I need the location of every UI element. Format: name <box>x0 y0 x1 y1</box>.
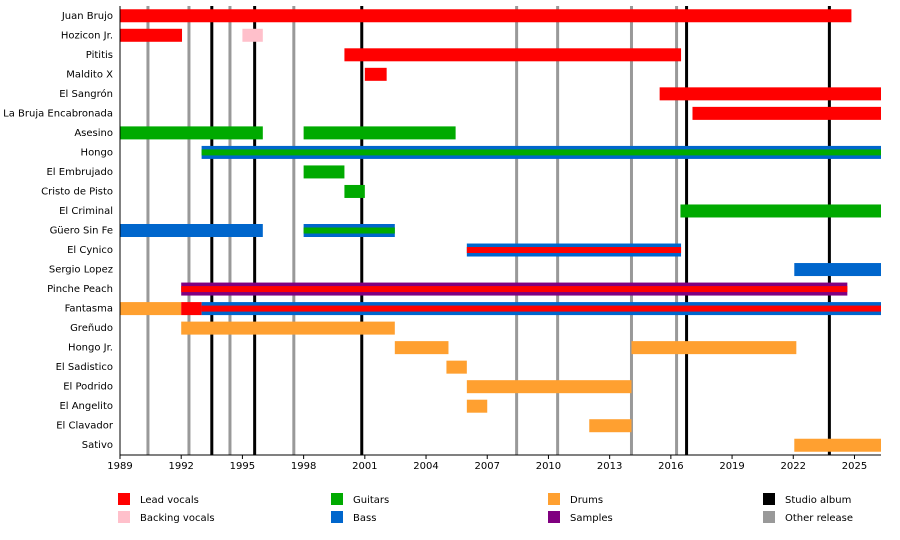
member-bar-stripe <box>303 227 395 234</box>
member-label: El Sadistico <box>56 362 113 373</box>
member-bar <box>364 67 387 81</box>
member-bar <box>680 204 881 218</box>
legend-swatch <box>548 511 560 523</box>
x-tick-label: 2010 <box>536 461 561 472</box>
legend-label: Lead vocals <box>140 495 199 506</box>
member-label: Pititis <box>86 50 113 61</box>
legend-swatch <box>763 493 775 505</box>
member-bar <box>344 48 682 62</box>
x-tick-label: 2007 <box>475 461 500 472</box>
x-tick-label: 2022 <box>781 461 806 472</box>
member-bar-stripe <box>201 305 881 312</box>
member-label: Fantasma <box>65 304 113 315</box>
member-bar <box>446 360 467 374</box>
legend-label: Guitars <box>353 495 389 506</box>
x-tick-label: 2013 <box>597 461 622 472</box>
member-label: Maldito X <box>66 69 113 80</box>
legend-swatch <box>331 493 343 505</box>
member-label: Sergio Lopez <box>49 265 113 276</box>
x-tick-label: 1995 <box>230 461 255 472</box>
member-bar <box>242 28 263 42</box>
legend-label: Bass <box>353 513 376 524</box>
legend-swatch <box>763 511 775 523</box>
member-label: El Angelito <box>59 401 113 412</box>
member-bar <box>120 126 263 140</box>
member-bar <box>589 419 632 433</box>
legend-swatch <box>331 511 343 523</box>
member-bar-stripe <box>201 149 881 156</box>
legend-swatch <box>118 511 130 523</box>
member-bar <box>692 106 881 120</box>
x-tick-label: 2004 <box>413 461 438 472</box>
member-label: Pinche Peach <box>47 284 113 295</box>
member-bar-stripe <box>466 247 682 254</box>
member-bar <box>181 321 395 335</box>
x-tick-label: 2016 <box>658 461 683 472</box>
x-tick-label: 2001 <box>352 461 377 472</box>
member-bar <box>794 263 881 277</box>
member-bar <box>120 302 182 316</box>
member-bar <box>344 184 365 198</box>
member-label: Güero Sin Fe <box>50 226 113 237</box>
member-label: Asesino <box>74 128 113 139</box>
member-label: El Embrujado <box>46 167 113 178</box>
x-tick-label: 1998 <box>291 461 316 472</box>
member-bar <box>466 399 488 413</box>
member-bar <box>394 341 449 355</box>
legend-label: Other release <box>785 513 853 524</box>
member-label: Sativo <box>82 440 113 451</box>
member-bar-stripe <box>181 286 848 293</box>
member-bar <box>794 438 881 452</box>
member-label: Hozicon Jr. <box>61 30 113 41</box>
member-label: El Podrido <box>63 382 113 393</box>
member-bar <box>181 302 202 316</box>
member-label: La Bruja Encabronada <box>3 108 113 119</box>
member-bar <box>303 126 456 140</box>
member-label: Juan Brujo <box>61 11 113 22</box>
member-label: El Clavador <box>56 421 114 432</box>
legend-label: Drums <box>570 495 603 506</box>
member-label: Greñudo <box>70 323 113 334</box>
member-label: El Sangrón <box>59 88 113 100</box>
member-bar <box>303 165 345 179</box>
legend-swatch <box>548 493 560 505</box>
member-label: Hongo <box>81 147 113 158</box>
x-tick-label: 1992 <box>168 461 193 472</box>
member-label: El Cynico <box>67 245 113 256</box>
legend-label: Samples <box>570 513 613 524</box>
member-label: Hongo Jr. <box>68 343 113 354</box>
x-tick-label: 2019 <box>719 461 744 472</box>
member-bar <box>466 380 632 394</box>
member-label: Cristo de Pisto <box>41 186 113 197</box>
member-bar <box>120 28 183 42</box>
x-tick-label: 1989 <box>107 461 132 472</box>
legend-swatch <box>118 493 130 505</box>
member-bar <box>120 9 852 23</box>
member-bar <box>120 224 263 237</box>
member-label: El Criminal <box>59 206 113 217</box>
legend-label: Backing vocals <box>140 513 215 524</box>
member-bar <box>659 87 881 101</box>
member-bar <box>631 341 797 355</box>
legend-label: Studio album <box>785 495 851 506</box>
x-tick-label: 2025 <box>842 461 867 472</box>
